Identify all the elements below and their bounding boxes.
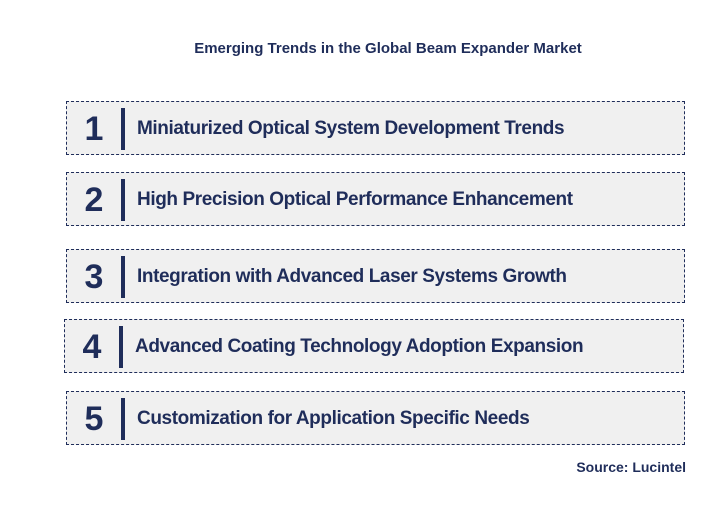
trend-divider	[121, 108, 125, 150]
trend-label: Integration with Advanced Laser Systems …	[137, 266, 567, 287]
trend-divider	[121, 256, 125, 298]
trend-label: Customization for Application Specific N…	[137, 408, 530, 429]
trend-divider	[121, 179, 125, 221]
trend-number: 3	[84, 258, 104, 296]
trend-label: High Precision Optical Performance Enhan…	[137, 189, 573, 210]
trend-label: Advanced Coating Technology Adoption Exp…	[135, 336, 584, 357]
trend-number: 4	[82, 328, 102, 366]
trend-divider	[119, 326, 123, 368]
trend-number: 1	[84, 110, 104, 148]
source-credit: Source: Lucintel	[576, 459, 686, 475]
trend-item-3: 3 Integration with Advanced Laser System…	[66, 249, 685, 303]
trend-item-4: 4 Advanced Coating Technology Adoption E…	[64, 319, 684, 373]
trend-label: Miniaturized Optical System Development …	[137, 118, 565, 139]
trend-divider	[121, 398, 125, 440]
trend-item-5: 5 Customization for Application Specific…	[66, 391, 685, 445]
trend-number: 5	[84, 400, 104, 438]
trend-item-2: 2 High Precision Optical Performance Enh…	[66, 172, 685, 226]
trend-number: 2	[84, 181, 104, 219]
trend-item-1: 1 Miniaturized Optical System Developmen…	[66, 101, 685, 155]
diagram-title: Emerging Trends in the Global Beam Expan…	[194, 40, 582, 57]
